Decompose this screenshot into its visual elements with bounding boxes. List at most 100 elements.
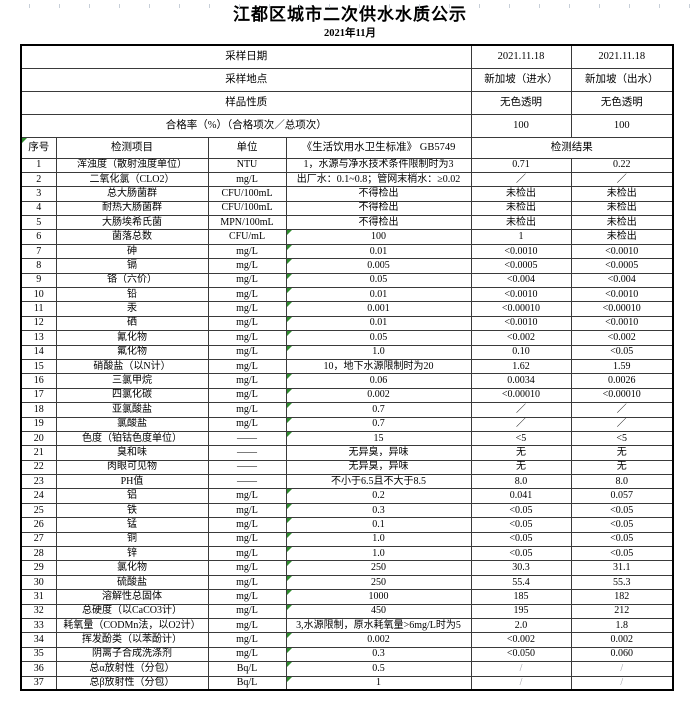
row-result-inlet: / bbox=[470, 661, 572, 677]
row-number: 37 bbox=[20, 675, 57, 691]
row-item-name: 硒 bbox=[55, 315, 209, 332]
row-item-name: 铅 bbox=[55, 287, 209, 303]
info-rows: 采样日期 2021.11.18 2021.11.18 采样地点 新加坡（进水） … bbox=[20, 44, 674, 159]
row-item-name: 溶解性总固体 bbox=[55, 589, 209, 605]
cell-flag-icon bbox=[287, 245, 292, 250]
table-row: 23 PH值 —— 不小于6.5且不大于8.5 8.0 8.0 bbox=[20, 474, 674, 490]
row-unit: mg/L bbox=[207, 603, 287, 620]
row-unit: mg/L bbox=[207, 330, 287, 346]
row-item-name: 大肠埃希氏菌 bbox=[55, 215, 209, 231]
row-result-outlet: 未检出 bbox=[570, 215, 674, 231]
cell-flag-icon bbox=[287, 677, 292, 682]
row-unit: mg/L bbox=[207, 387, 287, 404]
row-standard: 不得检出 bbox=[285, 215, 472, 231]
row-result-outlet: 0.060 bbox=[570, 646, 674, 663]
row-item-name: 亚氯酸盐 bbox=[55, 402, 209, 418]
row-result-inlet: 55.4 bbox=[470, 574, 572, 591]
table-row: 15 硝酸盐（以N计） mg/L 10，地下水源限制时为20 1.62 1.59 bbox=[20, 358, 674, 375]
row-result-inlet: 未检出 bbox=[470, 215, 572, 231]
row-item-name: 氯酸盐 bbox=[55, 416, 209, 432]
row-standard: 250 bbox=[285, 574, 472, 591]
row-result-inlet: <0.0005 bbox=[470, 258, 572, 274]
column-header-standard: 《生活饮用水卫生标准》 GB5749 bbox=[285, 136, 472, 159]
row-result-outlet: <0.0010 bbox=[570, 287, 674, 303]
row-standard: 0.001 bbox=[285, 301, 472, 317]
row-number: 26 bbox=[20, 517, 57, 533]
table-row: 36 总α放射性（分包） Bq/L 0.5 / / bbox=[20, 661, 674, 677]
row-standard: 1.0 bbox=[285, 531, 472, 548]
table-row: 8 镉 mg/L 0.005 <0.0005 <0.0005 bbox=[20, 258, 674, 274]
table-row: 19 氯酸盐 mg/L 0.7 ／ ／ bbox=[20, 416, 674, 432]
row-result-inlet: 无 bbox=[470, 445, 572, 461]
row-result-inlet: <0.004 bbox=[470, 272, 572, 289]
cell-flag-icon bbox=[287, 590, 292, 596]
row-number: 18 bbox=[20, 402, 57, 418]
table-row: 14 氟化物 mg/L 1.0 0.10 <0.05 bbox=[20, 344, 674, 360]
row-unit: —— bbox=[207, 459, 287, 476]
table-row: 22 肉眼可见物 —— 无异臭，异味 无 无 bbox=[20, 459, 674, 476]
row-number: 13 bbox=[20, 330, 57, 346]
row-unit: —— bbox=[207, 430, 287, 447]
table-row: 26 锰 mg/L 0.1 <0.05 <0.05 bbox=[20, 517, 674, 533]
row-result-inlet: <0.002 bbox=[470, 632, 572, 648]
column-header-no: 序号 bbox=[20, 136, 57, 159]
row-result-inlet: 1.62 bbox=[470, 358, 572, 375]
cell-flag-icon bbox=[287, 418, 292, 423]
row-unit: mg/L bbox=[207, 171, 287, 188]
row-unit: mg/L bbox=[207, 258, 287, 274]
row-result-inlet: <5 bbox=[470, 430, 572, 447]
row-unit: MPN/100mL bbox=[207, 215, 287, 231]
table-row: 12 硒 mg/L 0.01 <0.0010 <0.0010 bbox=[20, 315, 674, 332]
info-value-outlet: 100 bbox=[570, 113, 674, 138]
row-result-inlet: 1 bbox=[470, 229, 572, 245]
table-row: 11 汞 mg/L 0.001 <0.00010 <0.00010 bbox=[20, 301, 674, 317]
info-label: 样品性质 bbox=[20, 90, 472, 115]
row-unit: mg/L bbox=[207, 502, 287, 519]
row-result-inlet: <0.00010 bbox=[470, 301, 572, 317]
row-result-outlet: <5 bbox=[570, 430, 674, 447]
table-row: 27 铜 mg/L 1.0 <0.05 <0.05 bbox=[20, 531, 674, 548]
row-number: 22 bbox=[20, 459, 57, 476]
row-result-outlet: 无 bbox=[570, 445, 674, 461]
row-result-outlet: 0.22 bbox=[570, 157, 674, 173]
row-result-outlet: 8.0 bbox=[570, 474, 674, 490]
row-number: 19 bbox=[20, 416, 57, 432]
row-item-name: 浑浊度（散射浊度单位） bbox=[55, 157, 209, 173]
row-result-inlet: ／ bbox=[470, 402, 572, 418]
row-unit: mg/L bbox=[207, 546, 287, 562]
row-item-name: 锌 bbox=[55, 546, 209, 562]
table-row: 35 阴离子合成洗涤剂 mg/L 0.3 <0.050 0.060 bbox=[20, 646, 674, 663]
row-unit: mg/L bbox=[207, 315, 287, 332]
cell-flag-icon bbox=[287, 403, 292, 409]
table-header-row: 序号 检测项目 单位 《生活饮用水卫生标准》 GB5749 检测结果 bbox=[20, 136, 674, 159]
cell-flag-icon bbox=[22, 138, 27, 143]
row-item-name: 挥发酚类（以苯酚计） bbox=[55, 632, 209, 648]
row-item-name: 镉 bbox=[55, 258, 209, 274]
row-unit: mg/L bbox=[207, 574, 287, 591]
row-item-name: 汞 bbox=[55, 301, 209, 317]
row-number: 27 bbox=[20, 531, 57, 548]
row-item-name: 二氧化氯（CLO2） bbox=[55, 171, 209, 188]
table-row: 31 溶解性总固体 mg/L 1000 185 182 bbox=[20, 589, 674, 605]
row-unit: mg/L bbox=[207, 287, 287, 303]
row-unit: mg/L bbox=[207, 373, 287, 389]
table-row: 1 浑浊度（散射浊度单位） NTU 1，水源与净水技术条件限制时为3 0.71 … bbox=[20, 157, 674, 173]
row-number: 33 bbox=[20, 617, 57, 634]
cell-flag-icon bbox=[287, 302, 292, 308]
row-standard: 0.05 bbox=[285, 272, 472, 289]
info-value-outlet: 无色透明 bbox=[570, 90, 674, 115]
row-result-outlet: ／ bbox=[570, 416, 674, 432]
cell-flag-icon bbox=[287, 331, 292, 337]
info-label: 合格率（%）（合格项次／总项次） bbox=[20, 113, 472, 138]
row-result-outlet: 1.8 bbox=[570, 617, 674, 634]
row-result-inlet: <0.00010 bbox=[470, 387, 572, 404]
row-result-outlet: 0.002 bbox=[570, 632, 674, 648]
table-row: 28 锌 mg/L 1.0 <0.05 <0.05 bbox=[20, 546, 674, 562]
row-item-name: 铜 bbox=[55, 531, 209, 548]
row-standard: 450 bbox=[285, 603, 472, 620]
table-row: 2 二氧化氯（CLO2） mg/L 出厂水：0.1~0.8；管网末梢水：≥0.0… bbox=[20, 171, 674, 188]
table-row: 6 菌落总数 CFU/mL 100 1 未检出 bbox=[20, 229, 674, 245]
row-number: 30 bbox=[20, 574, 57, 591]
table-row: 30 硫酸盐 mg/L 250 55.4 55.3 bbox=[20, 574, 674, 591]
row-item-name: 三氯甲烷 bbox=[55, 373, 209, 389]
